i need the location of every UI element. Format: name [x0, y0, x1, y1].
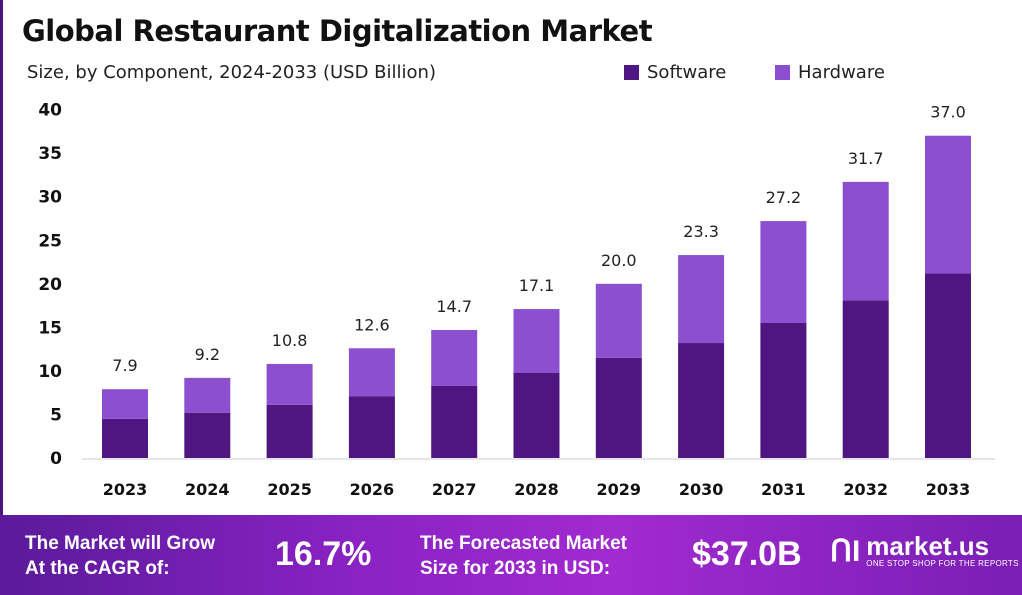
bar-hardware-2027 — [431, 329, 478, 386]
y-tick-label: 5 — [50, 405, 62, 425]
y-tick-label: 25 — [38, 231, 62, 251]
bar-software-2028 — [513, 372, 560, 458]
legend-label-hardware: Hardware — [798, 62, 885, 83]
bar-hardware-2029 — [595, 283, 642, 358]
data-label-total: 14.7 — [436, 297, 472, 316]
marketus-logo: ՈI market.us ONE STOP SHOP FOR THE REPOR… — [830, 533, 1019, 569]
x-tick-label: 2026 — [350, 480, 395, 499]
y-tick-label: 10 — [38, 362, 62, 382]
bar-hardware-2024 — [184, 377, 231, 413]
data-label-total: 12.6 — [354, 315, 390, 334]
bar-hardware-2025 — [266, 363, 313, 405]
bar-hardware-2028 — [513, 309, 560, 373]
bar-software-2033 — [925, 273, 971, 458]
bar-software-2031 — [760, 322, 807, 458]
data-label-total: 10.8 — [272, 331, 308, 350]
data-label-total: 7.9 — [112, 356, 137, 375]
data-label-total: 20.0 — [601, 251, 637, 270]
y-tick-label: 35 — [38, 144, 62, 164]
bar-software-2027 — [431, 385, 478, 458]
data-label-total: 27.2 — [766, 188, 802, 207]
bar-software-2024 — [184, 412, 231, 458]
data-label-total: 23.3 — [683, 222, 719, 241]
frame-border — [0, 0, 3, 515]
y-tick-label: 0 — [50, 449, 62, 469]
logo-name: market.us — [866, 531, 990, 561]
legend-software: Software — [624, 62, 726, 83]
legend-swatch-hardware — [775, 65, 790, 80]
bar-hardware-2032 — [842, 181, 889, 301]
x-tick-label: 2031 — [761, 480, 806, 499]
bar-chart: 05101520253035407.920239.2202410.8202512… — [38, 101, 995, 499]
x-tick-label: 2024 — [185, 480, 230, 499]
y-tick-label: 20 — [38, 275, 62, 295]
x-tick-label: 2028 — [514, 480, 559, 499]
y-tick-label: 40 — [38, 101, 62, 121]
cagr-label-line1: The Market will Grow — [25, 533, 216, 554]
bar-hardware-2030 — [678, 255, 725, 344]
bar-hardware-2031 — [760, 221, 807, 323]
x-tick-label: 2027 — [432, 480, 477, 499]
bar-hardware-2023 — [102, 389, 148, 419]
forecast-label-line2: Size for 2033 in USD: — [420, 558, 611, 579]
x-tick-label: 2033 — [926, 480, 971, 499]
chart-subtitle: Size, by Component, 2024-2033 (USD Billi… — [27, 62, 436, 83]
legend-swatch-software — [624, 65, 639, 80]
legend-hardware: Hardware — [775, 62, 885, 83]
y-tick-label: 15 — [38, 318, 62, 338]
x-tick-label: 2030 — [679, 480, 724, 499]
logo-tagline: ONE STOP SHOP FOR THE REPORTS — [866, 559, 1019, 568]
data-label-total: 17.1 — [519, 276, 555, 295]
summary-banner: The Market will Grow At the CAGR of: 16.… — [0, 515, 1022, 595]
cagr-value: 16.7% — [275, 535, 372, 573]
x-tick-label: 2029 — [597, 480, 642, 499]
x-tick-label: 2023 — [103, 480, 148, 499]
data-label-total: 37.0 — [930, 103, 966, 122]
chart-title: Global Restaurant Digitalization Market — [22, 14, 653, 48]
x-tick-label: 2025 — [267, 480, 312, 499]
cagr-label-line2: At the CAGR of: — [25, 558, 170, 579]
forecast-value: $37.0B — [692, 535, 802, 573]
legend-label-software: Software — [647, 62, 727, 83]
data-label-total: 31.7 — [848, 149, 884, 168]
bar-hardware-2033 — [925, 135, 971, 274]
logo-icon: ՈI — [830, 534, 861, 568]
bar-software-2032 — [842, 300, 889, 458]
x-tick-label: 2032 — [843, 480, 888, 499]
bar-software-2026 — [348, 396, 395, 458]
bar-software-2030 — [678, 343, 725, 458]
y-tick-label: 30 — [38, 188, 62, 208]
bar-hardware-2026 — [348, 348, 395, 397]
data-label-total: 9.2 — [195, 345, 220, 364]
cagr-label: The Market will Grow At the CAGR of: — [25, 531, 215, 581]
bar-software-2025 — [266, 404, 313, 458]
bar-software-2029 — [595, 357, 642, 458]
forecast-label: The Forecasted Market Size for 2033 in U… — [420, 531, 627, 581]
forecast-label-line1: The Forecasted Market — [420, 533, 627, 554]
bar-software-2023 — [102, 418, 148, 458]
